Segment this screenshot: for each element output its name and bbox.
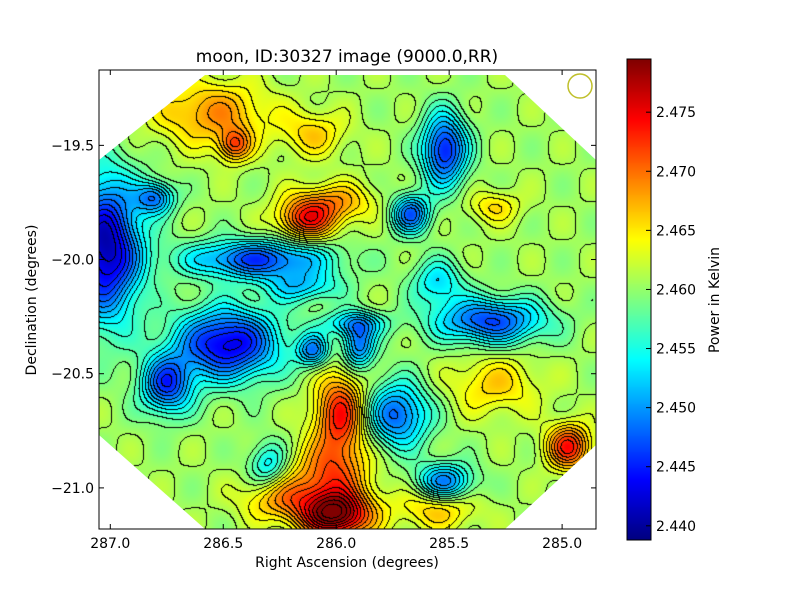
colorbar-tick-label: 2.470 (656, 164, 696, 180)
x-axis-label: Right Ascension (degrees) (255, 555, 439, 571)
colorbar-tick-label: 2.440 (656, 519, 696, 535)
colorbar-frame (626, 58, 652, 541)
beam-marker (567, 73, 593, 99)
heatmap-image (99, 75, 596, 529)
colorbar-label: Power in Kelvin (707, 247, 723, 353)
colorbar-tick-label: 2.460 (656, 282, 696, 298)
x-tick-label: 285.5 (429, 536, 469, 552)
colorbar-axis: 2.440 2.445 2.450 2.455 2.460 2.465 2.470 2.475 (646, 105, 696, 535)
colorbar-tick-label: 2.455 (656, 342, 696, 358)
x-tick-label: 286.5 (203, 536, 243, 552)
x-tick-label: 285.0 (542, 536, 582, 552)
x-axis: 287.0 286.5 286.0 285.5 285.0 (90, 70, 582, 552)
colorbar-tick-label: 2.465 (656, 223, 696, 239)
x-tick-label: 287.0 (90, 536, 130, 552)
colorbar-tick-label: 2.450 (656, 401, 696, 417)
colorbar (627, 59, 651, 540)
colorbar-tick-label: 2.445 (656, 460, 696, 476)
y-tick-label: −20.5 (51, 367, 94, 383)
y-axis-label: Declination (degrees) (24, 225, 40, 376)
y-tick-label: −19.5 (51, 138, 94, 154)
y-tick-label: −21.0 (51, 481, 94, 497)
x-tick-label: 286.0 (316, 536, 356, 552)
y-tick-label: −20.0 (51, 253, 94, 269)
colorbar-tick-label: 2.475 (656, 105, 696, 121)
chart-title: moon, ID:30327 image (9000.0,RR) (196, 47, 498, 67)
plot-frame (98, 69, 597, 530)
y-axis: −19.5 −20.0 −20.5 −21.0 (51, 138, 596, 497)
